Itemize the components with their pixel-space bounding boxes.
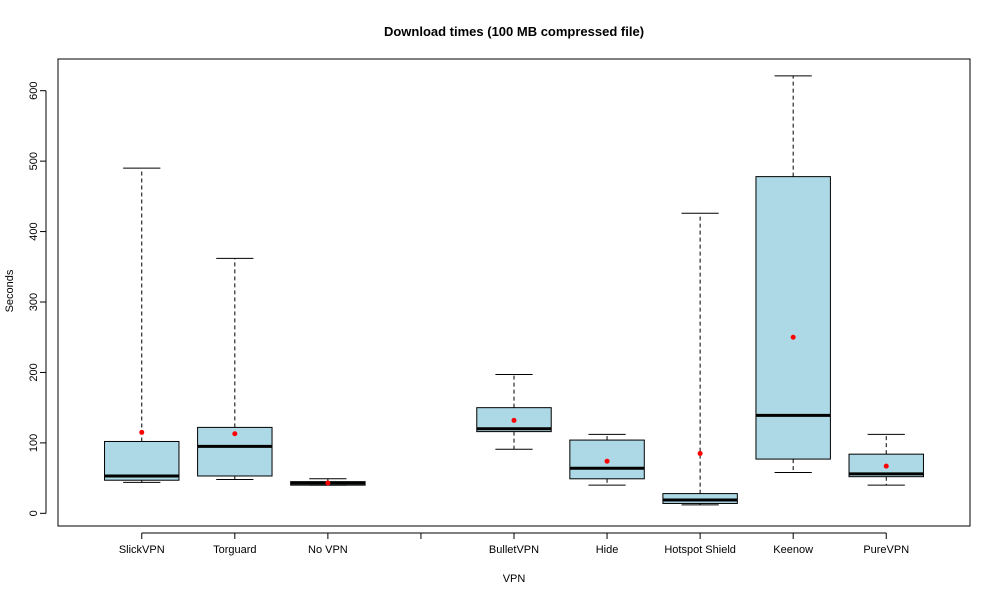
mean-point (790, 334, 796, 340)
x-tick-label: SlickVPN (119, 544, 165, 556)
x-tick-label: Keenow (773, 544, 813, 556)
mean-point (697, 450, 703, 456)
y-axis-label: Seconds (4, 269, 16, 312)
box-hide (569, 433, 645, 486)
y-tick-label: 400 (28, 222, 40, 240)
x-axis-label: VPN (503, 573, 526, 585)
box-keenow (755, 75, 831, 473)
plot-frame (57, 58, 971, 527)
y-tick-label: 600 (28, 82, 40, 100)
x-tick-label: BulletVPN (489, 544, 539, 556)
iqr-box (755, 176, 831, 460)
x-tick-label: Hotspot Shield (664, 544, 736, 556)
x-tick-label: Torguard (213, 544, 256, 556)
boxes-layer (104, 75, 924, 506)
chart-title: Download times (100 MB compressed file) (384, 24, 644, 39)
y-axis: 0 100 200 300 400 500 600 (28, 82, 47, 516)
y-tick-label: 300 (28, 293, 40, 311)
x-tick-label: PureVPN (863, 544, 909, 556)
y-tick-label: 0 (28, 510, 40, 516)
box-torguard (197, 257, 273, 481)
mean-point (604, 458, 610, 464)
x-axis: SlickVPN Torguard No VPN BulletVPN Hide Hotsp… (119, 532, 909, 556)
y-tick-label: 100 (28, 434, 40, 452)
mean-point (325, 480, 331, 486)
box-bulletvpn (476, 374, 552, 450)
box-hotspot-shield (662, 212, 738, 506)
mean-point (883, 463, 889, 469)
iqr-box (104, 440, 180, 481)
box-purevpn (848, 433, 924, 486)
box-no-vpn (290, 478, 366, 486)
mean-point (232, 431, 238, 437)
y-tick-label: 200 (28, 363, 40, 381)
x-tick-label: No VPN (308, 544, 348, 556)
mean-point (511, 417, 517, 423)
box-slickvpn (104, 167, 180, 483)
y-tick-label: 500 (28, 152, 40, 170)
mean-point (139, 429, 145, 435)
x-tick-label: Hide (596, 544, 619, 556)
